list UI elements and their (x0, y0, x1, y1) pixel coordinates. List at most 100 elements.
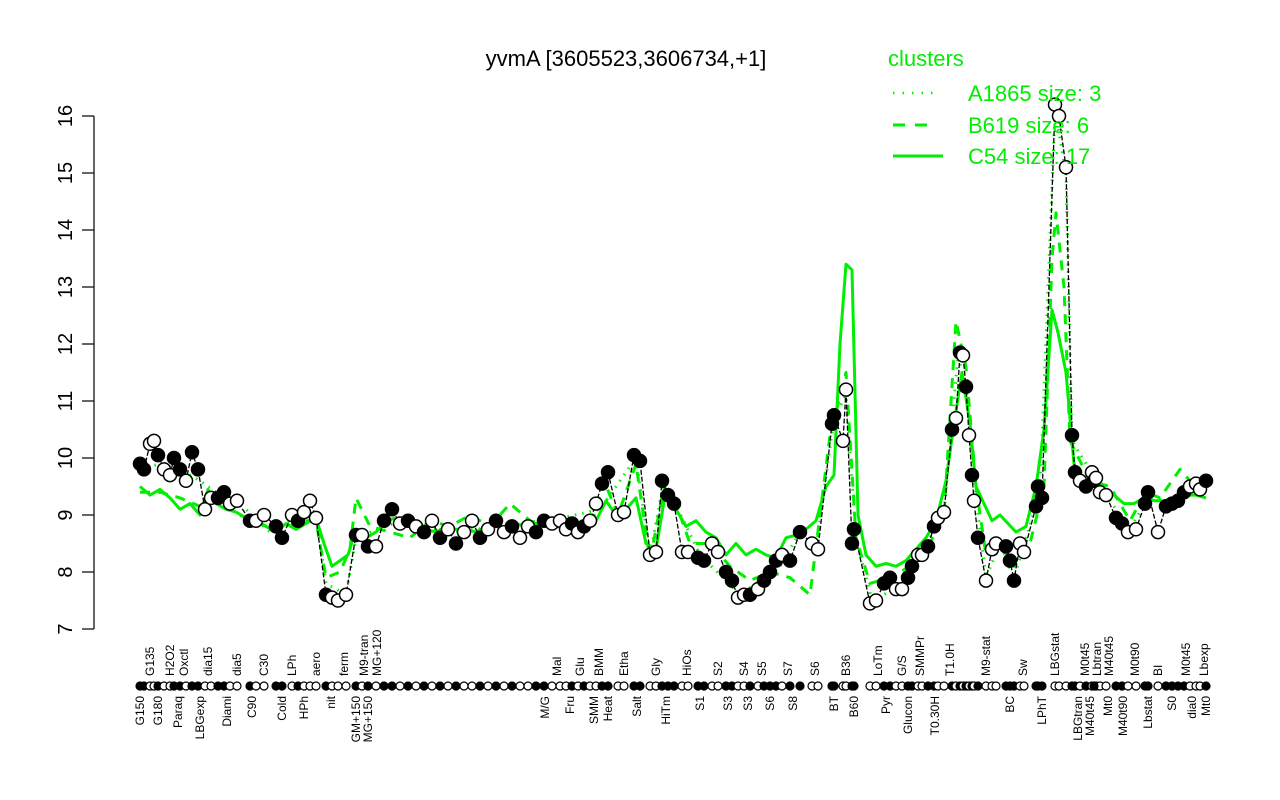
x-tick-marker (341, 681, 351, 691)
legend-entry-a1865: A1865 size: 3 (893, 81, 1101, 106)
x-tick-marker (363, 681, 373, 691)
data-point (296, 504, 312, 520)
x-tick-label: Mt0 (1101, 696, 1115, 716)
x-tick-marker (1143, 681, 1153, 691)
x-tick-marker (603, 681, 613, 691)
data-point (600, 465, 616, 480)
data-point (696, 553, 712, 568)
x-tick-marker (619, 681, 629, 691)
data-point (528, 524, 544, 540)
x-tick-marker (515, 681, 525, 691)
x-tick-label: M9-tran (357, 635, 371, 676)
data-point (1051, 108, 1067, 124)
data-point (172, 462, 188, 477)
x-tick-marker (251, 681, 261, 691)
data-point (961, 427, 977, 443)
data-point (826, 408, 842, 423)
y-tick-label: 11 (55, 391, 77, 412)
data-point (710, 544, 726, 560)
data-point (274, 530, 290, 546)
cluster-lines (139, 108, 1207, 602)
x-tick-marker (713, 681, 723, 691)
data-point (1006, 573, 1022, 588)
data-point (632, 453, 648, 469)
x-tick-marker (403, 681, 413, 691)
x-tick-marker (973, 681, 983, 691)
x-tick-label: ferm (337, 652, 351, 676)
x-tick-marker (451, 681, 461, 691)
data-point (588, 496, 604, 511)
x-tick-marker (531, 681, 541, 691)
data-point (594, 476, 610, 491)
data-point (1128, 522, 1144, 537)
x-tick-label: Diami (220, 696, 234, 727)
legend: clusters A1865 size: 3 B619 size: 6 C54 … (888, 46, 1101, 169)
y-tick-label: 16 (55, 105, 77, 127)
data-point (1198, 473, 1214, 489)
data-point (504, 519, 520, 534)
x-tick-label: GM+150 (349, 696, 363, 743)
data-point (376, 513, 392, 528)
x-tick-marker (699, 681, 709, 691)
data-point (1064, 427, 1080, 443)
x-tick-marker (1131, 681, 1141, 691)
x-tick-label: M/G (538, 696, 552, 719)
data-point (1098, 487, 1114, 503)
x-tick-label: M0t45 (1179, 642, 1193, 676)
x-tick-label: G/S (895, 655, 909, 676)
x-tick-label: Mt0 (1199, 696, 1213, 716)
x-tick-marker (499, 681, 509, 691)
x-tick-marker (785, 681, 795, 691)
data-point (178, 473, 194, 489)
data-point (838, 382, 854, 397)
legend-entry-c54: C54 size: 17 (893, 144, 1090, 169)
x-tick-label: S8 (786, 696, 800, 711)
data-point (1034, 490, 1050, 506)
x-tick-label: HPh (297, 696, 311, 719)
x-axis: G135 H2O2 Oxctl dia15 dia5 C30 LPh aero ferm M9-t… (133, 629, 1213, 742)
x-tick-label: LPhT (1035, 695, 1049, 724)
data-point (384, 502, 400, 517)
legend-title: clusters (888, 46, 964, 71)
data-point (268, 519, 284, 534)
x-tick-label: Lbstat (1141, 695, 1155, 728)
data-point (464, 513, 480, 528)
x-tick-marker (467, 681, 477, 691)
data-point (416, 524, 432, 540)
y-tick-label: 12 (55, 333, 77, 355)
legend-entry-b619: B619 size: 6 (893, 113, 1089, 138)
data-point (488, 513, 504, 528)
data-point (762, 564, 778, 580)
x-tick-label: MG+120 (370, 629, 384, 676)
x-tick-label: S6 (808, 661, 822, 676)
x-tick-label: Cold (275, 696, 289, 721)
data-point (936, 504, 952, 520)
x-tick-marker (635, 681, 645, 691)
x-tick-label: T1.0H (943, 643, 957, 676)
x-tick-label: G150 (133, 696, 147, 726)
data-point (136, 462, 152, 477)
data-point (354, 527, 370, 543)
legend-label: A1865 size: 3 (968, 81, 1101, 106)
x-tick-label: H2O2 (163, 644, 177, 676)
data-point (512, 530, 528, 546)
data-point (835, 433, 851, 449)
x-tick-marker (829, 681, 839, 691)
data-point (978, 573, 994, 588)
data-point (648, 544, 664, 560)
x-tick-marker (745, 681, 755, 691)
x-tick-marker (539, 681, 549, 691)
data-point (1088, 470, 1104, 486)
x-tick-marker (419, 681, 429, 691)
x-tick-label: M40t45 (1083, 696, 1097, 736)
data-point (894, 581, 910, 597)
x-tick-label: nit (324, 695, 338, 708)
x-tick-label: Lbexp (1197, 643, 1211, 676)
data-point (1150, 524, 1166, 540)
data-point (146, 433, 162, 449)
data-point (966, 493, 982, 509)
x-tick-label: S5 (755, 661, 769, 676)
x-tick-marker (459, 681, 469, 691)
x-tick-marker (443, 681, 453, 691)
x-tick-label: Oxctl (177, 649, 191, 676)
